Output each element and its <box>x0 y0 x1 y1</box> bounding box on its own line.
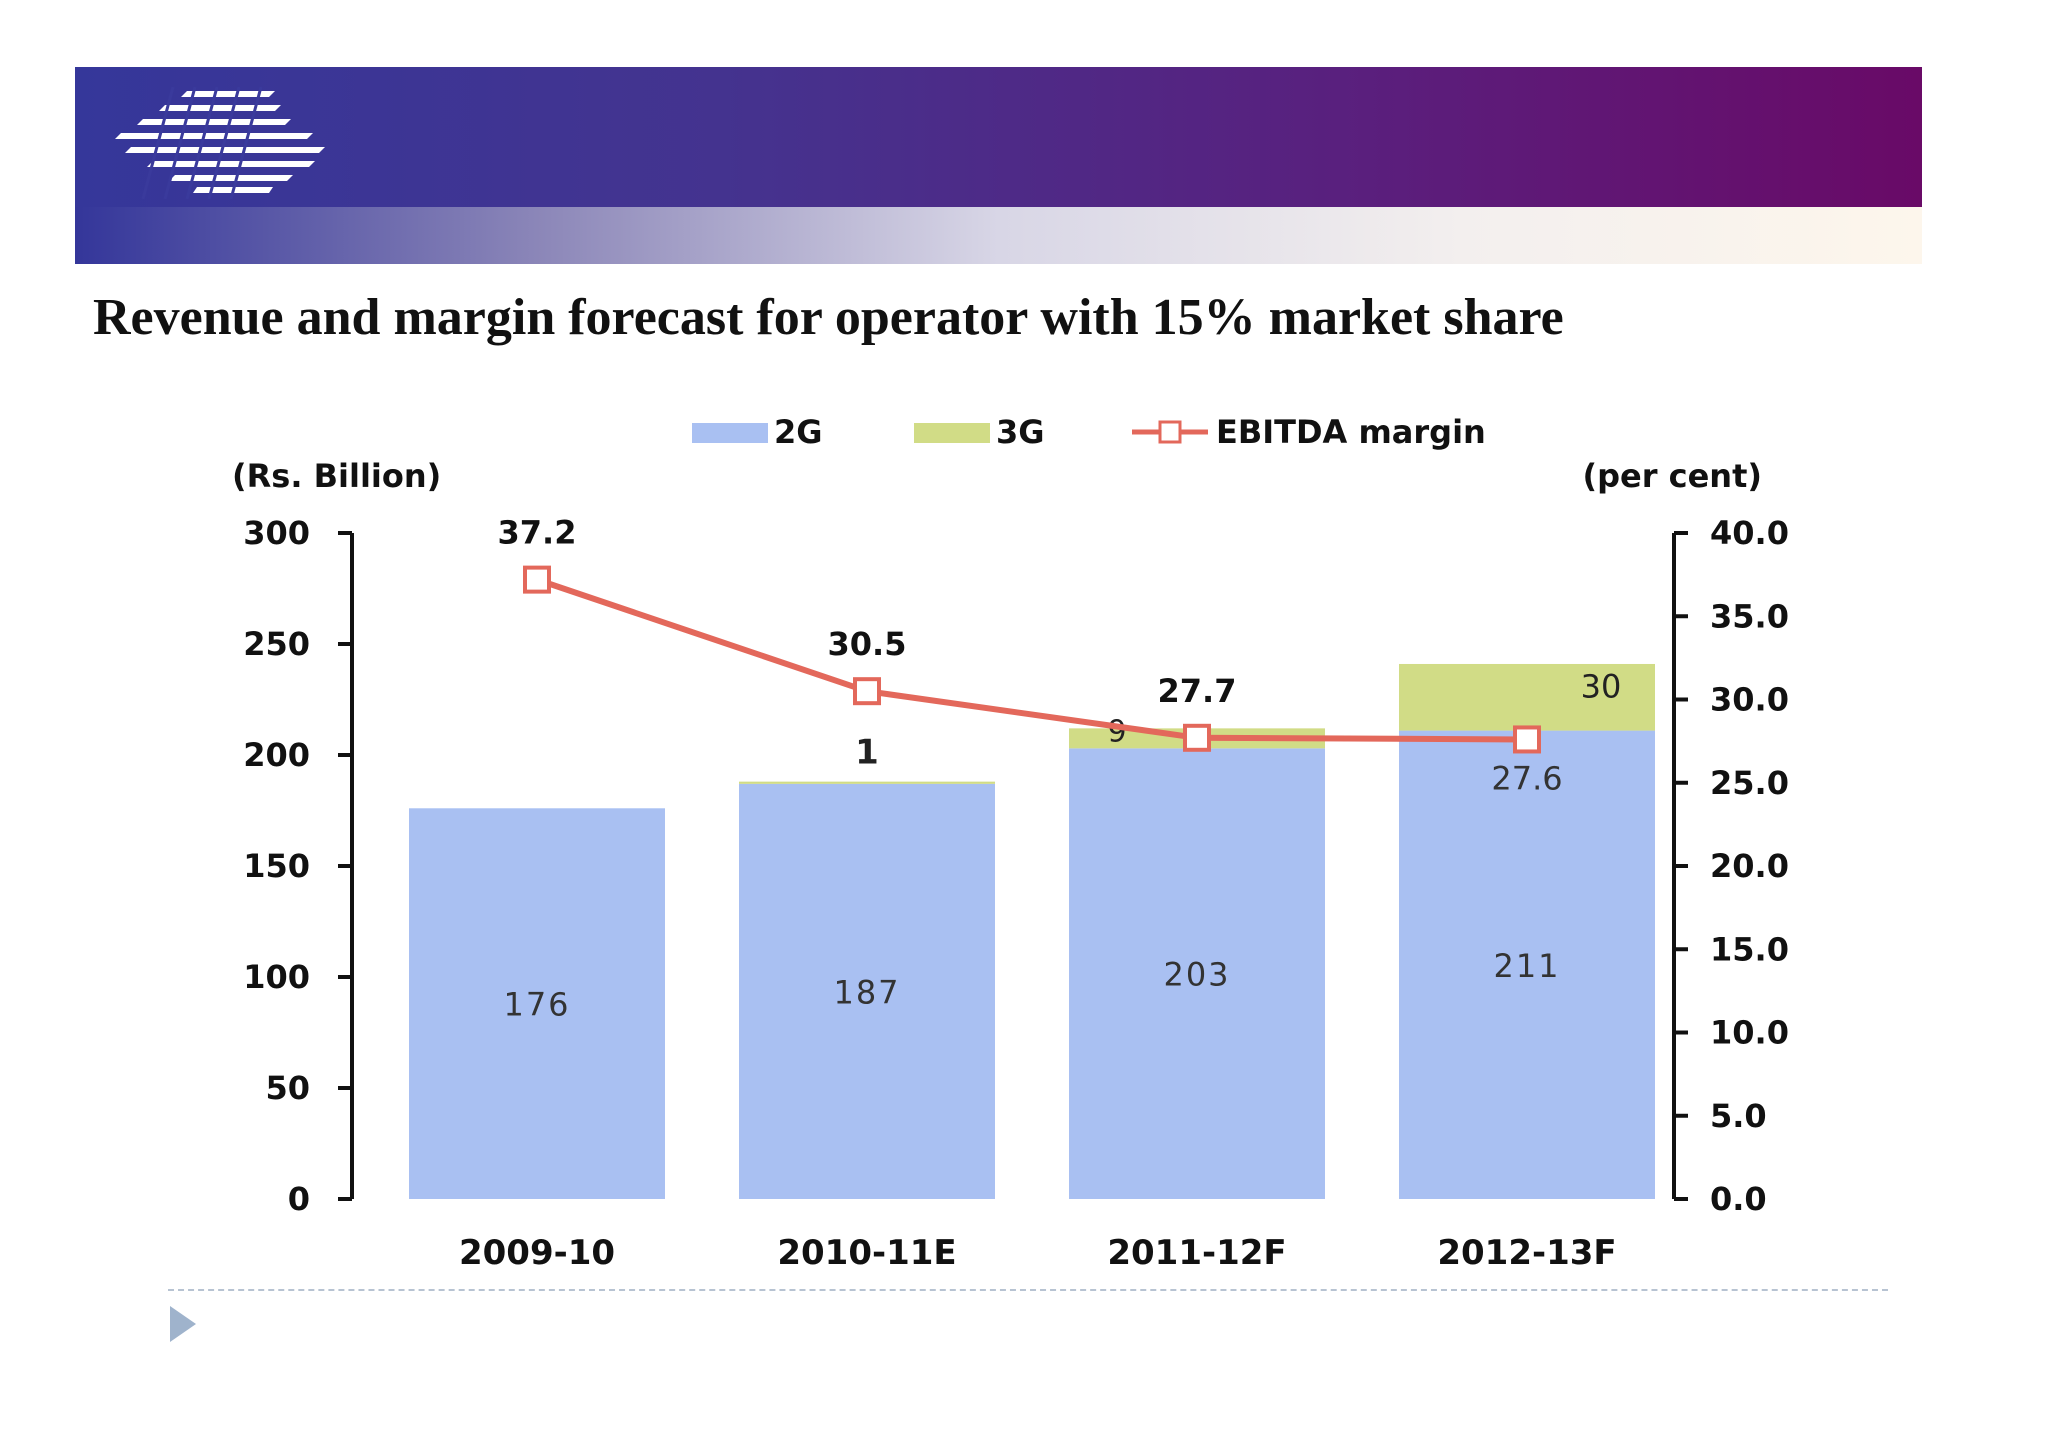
y-left-tick-label: 50 <box>265 1069 310 1107</box>
ebitda-value-label: 27.7 <box>1158 672 1237 710</box>
y-left-tick-label: 100 <box>243 958 310 996</box>
y-axis-left-label: (Rs. Billion) <box>232 457 441 495</box>
y-axis-left: 0 50 100 150 200 250 300 <box>243 514 354 1218</box>
y-right-tick-label: 25.0 <box>1710 764 1789 802</box>
legend-label-ebitda: EBITDA margin <box>1216 413 1486 451</box>
header-banner <box>75 67 1922 264</box>
bar-2g <box>1399 730 1655 1199</box>
bar-2g-value-label: 211 <box>1493 947 1560 985</box>
y-right-tick-label: 40.0 <box>1710 514 1789 552</box>
ebitda-point <box>853 677 881 706</box>
bar-2g <box>409 808 665 1199</box>
ebitda-value-label: 30.5 <box>828 625 907 663</box>
bar-3g-value-label: 9 <box>1107 715 1126 750</box>
banner-gradient-bottom <box>75 207 1922 264</box>
y-right-tick-label: 30.0 <box>1710 681 1789 719</box>
y-right-tick-label: 35.0 <box>1710 597 1789 635</box>
y-axis-right-label: (per cent) <box>1582 457 1762 495</box>
legend-label-3g: 3G <box>996 413 1045 451</box>
y-axis-right: 0.0 5.0 10.0 15.0 20.0 25.0 30.0 35.0 40.0 <box>1672 514 1789 1218</box>
bar-3g-value-label: 30 <box>1581 667 1622 705</box>
x-tick-label: 2010-11E <box>777 1233 956 1273</box>
y-right-tick-label: 10.0 <box>1710 1014 1789 1052</box>
bar-2g <box>1069 748 1325 1199</box>
y-right-tick-label: 20.0 <box>1710 847 1789 885</box>
bar-3g-value-label: 1 <box>855 733 879 773</box>
y-right-tick-label: 0.0 <box>1710 1180 1767 1218</box>
chart-legend: 2G 3G EBITDA margin <box>692 413 1486 451</box>
ebitda-point <box>1183 723 1211 752</box>
bar-series: 176 187 203 211 1 9 30 <box>409 663 1655 1199</box>
y-right-tick-label: 15.0 <box>1710 930 1789 968</box>
ebitda-point <box>523 565 551 594</box>
y-left-tick-label: 250 <box>243 625 310 663</box>
y-left-tick-label: 0 <box>288 1180 310 1218</box>
ebitda-point <box>1513 725 1541 754</box>
ebitda-line-series: 37.2 30.5 27.7 27.6 <box>498 514 1563 798</box>
slide-divider <box>168 1289 1888 1291</box>
company-logo-icon <box>115 87 325 199</box>
y-left-tick-label: 150 <box>243 847 310 885</box>
ebitda-line <box>536 576 1528 743</box>
bar-2g <box>739 783 995 1199</box>
x-axis-labels: 2009-10 2010-11E 2011-12F 2012-13F <box>459 1233 1617 1273</box>
y-right-tick-label: 5.0 <box>1710 1097 1767 1135</box>
banner-gradient-top <box>75 67 1922 207</box>
bar-3g <box>1399 663 1655 731</box>
x-tick-label: 2011-12F <box>1107 1233 1286 1273</box>
x-tick-label: 2012-13F <box>1437 1233 1616 1273</box>
legend-marker-ebitda <box>1158 420 1182 444</box>
ebitda-value-label: 37.2 <box>498 514 577 552</box>
ebitda-value-label: 27.6 <box>1491 759 1562 797</box>
y-left-tick-label: 200 <box>243 736 310 774</box>
bar-2g-value-label: 203 <box>1163 956 1230 994</box>
bar-2g-value-label: 187 <box>833 973 900 1011</box>
bar-3g <box>739 781 995 784</box>
x-tick-label: 2009-10 <box>459 1233 615 1273</box>
legend-label-2g: 2G <box>774 413 823 451</box>
bar-2g-value-label: 176 <box>503 986 570 1024</box>
slide-title: Revenue and margin forecast for operator… <box>93 289 1564 346</box>
bullet-arrow-icon <box>170 1306 196 1342</box>
legend-swatch-3g <box>914 423 990 443</box>
y-left-tick-label: 300 <box>243 514 310 552</box>
legend-swatch-2g <box>692 423 768 443</box>
